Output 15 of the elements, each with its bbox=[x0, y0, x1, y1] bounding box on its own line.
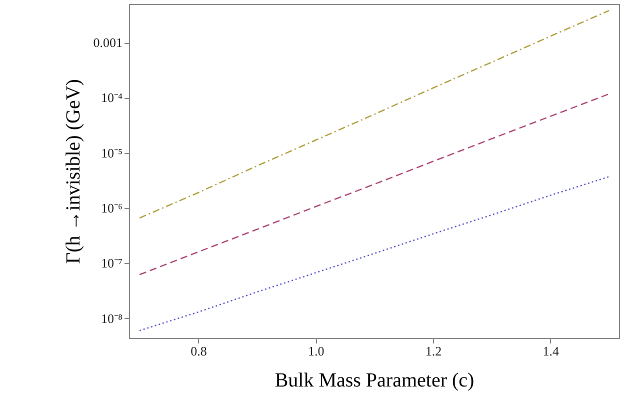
line-series bbox=[138, 93, 610, 276]
line-series bbox=[138, 176, 610, 332]
x-tick-label: 1.4 bbox=[542, 344, 560, 358]
x-tick-label: 1.2 bbox=[425, 344, 442, 358]
x-tick-label: 0.8 bbox=[190, 344, 207, 358]
y-tick-label: 10⁻⁷ bbox=[100, 256, 122, 271]
y-tick-label: 0.001 bbox=[93, 35, 122, 50]
y-tick-label: 10⁻⁸ bbox=[100, 310, 123, 326]
x-tick-label: 1.0 bbox=[308, 344, 324, 358]
y-axis-title: Γ(h →invisible) (GeV) bbox=[62, 79, 84, 264]
y-tick-label: 10⁻⁶ bbox=[100, 200, 122, 216]
x-axis-title: Bulk Mass Parameter (c) bbox=[274, 370, 474, 392]
y-tick-label: 10⁻⁵ bbox=[100, 145, 122, 160]
y-tick-label: 10⁻⁴ bbox=[100, 90, 123, 106]
line-series bbox=[138, 10, 610, 219]
